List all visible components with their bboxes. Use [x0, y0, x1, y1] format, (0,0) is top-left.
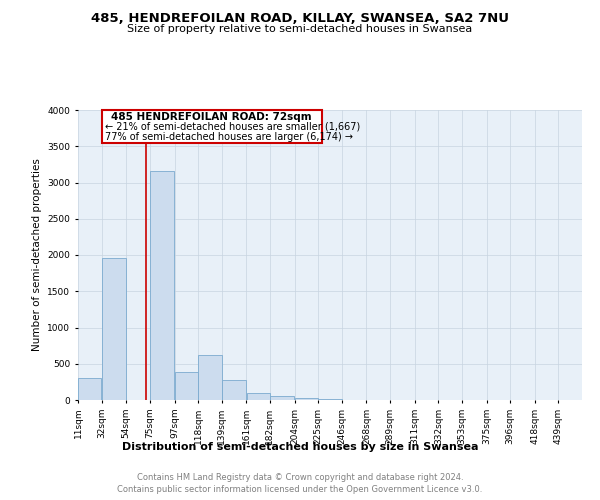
Bar — [270, 396, 295, 400]
Bar — [175, 372, 198, 400]
FancyBboxPatch shape — [101, 110, 322, 144]
Text: Contains HM Land Registry data © Crown copyright and database right 2024.: Contains HM Land Registry data © Crown c… — [137, 472, 463, 482]
Text: ← 21% of semi-detached houses are smaller (1,667): ← 21% of semi-detached houses are smalle… — [105, 122, 360, 132]
Text: Size of property relative to semi-detached houses in Swansea: Size of property relative to semi-detach… — [127, 24, 473, 34]
Bar — [295, 398, 318, 400]
Bar — [247, 393, 270, 400]
Text: Distribution of semi-detached houses by size in Swansea: Distribution of semi-detached houses by … — [122, 442, 478, 452]
Text: 77% of semi-detached houses are larger (6,174) →: 77% of semi-detached houses are larger (… — [105, 132, 353, 142]
Bar — [150, 171, 175, 400]
Bar — [78, 378, 101, 400]
Text: Contains public sector information licensed under the Open Government Licence v3: Contains public sector information licen… — [118, 485, 482, 494]
Y-axis label: Number of semi-detached properties: Number of semi-detached properties — [32, 158, 42, 352]
Bar — [222, 380, 246, 400]
Text: 485 HENDREFOILAN ROAD: 72sqm: 485 HENDREFOILAN ROAD: 72sqm — [111, 112, 312, 122]
Bar — [198, 355, 221, 400]
Bar — [102, 258, 126, 400]
Text: 485, HENDREFOILAN ROAD, KILLAY, SWANSEA, SA2 7NU: 485, HENDREFOILAN ROAD, KILLAY, SWANSEA,… — [91, 12, 509, 26]
